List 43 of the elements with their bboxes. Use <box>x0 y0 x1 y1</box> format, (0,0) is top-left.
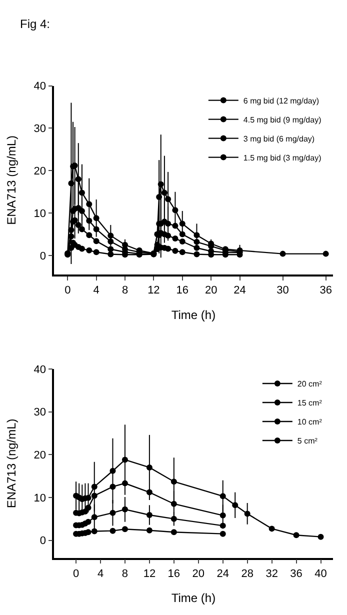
x-tick-label: 16 <box>176 284 189 297</box>
x-tick-label: 24 <box>234 284 246 297</box>
legend-label: 10 cm² <box>297 418 322 427</box>
x-tick-label: 20 <box>204 284 218 297</box>
legend-label: 6 mg bid (12 mg/day) <box>243 96 320 106</box>
legend-label: 1.5 mg bid (3 mg/day) <box>243 153 322 162</box>
x-tick-label: 36 <box>320 284 332 297</box>
x-tick-label: 24 <box>216 568 229 580</box>
x-tick-label: 28 <box>241 568 254 580</box>
x-tick-label: 12 <box>143 568 156 580</box>
x-axis-title: Time (h) <box>171 591 216 606</box>
chart-title: Fig 4: <box>20 17 50 31</box>
y-tick-label: 10 <box>34 492 46 504</box>
x-tick-label: 40 <box>314 568 327 580</box>
x-tick-label: 12 <box>148 284 160 297</box>
x-tick-label: 4 <box>97 568 104 580</box>
x-tick-label: 30 <box>276 284 289 297</box>
legend-label: 20 cm² <box>297 380 322 389</box>
x-axis-title: Time (h) <box>171 308 216 322</box>
x-tick-label: 36 <box>290 568 302 580</box>
y-tick-label: 40 <box>34 364 46 376</box>
x-tick-label: 16 <box>168 568 180 580</box>
y-tick-label: 30 <box>34 123 46 136</box>
x-tick-label: 0 <box>72 568 80 580</box>
x-tick-label: 8 <box>122 284 128 297</box>
legend-label: 3 mg bid (6 mg/day) <box>243 134 315 144</box>
x-tick-label: 0 <box>64 284 71 297</box>
y-tick-label: 20 <box>34 449 46 462</box>
y-tick-label: 0 <box>40 535 46 548</box>
legend-label: 4.5 mg bid (9 mg/day) <box>243 115 322 124</box>
x-tick-label: 32 <box>266 568 278 580</box>
y-axis-title: ENA713 (ng/mL) <box>4 418 19 508</box>
y-tick-label: 20 <box>34 166 46 178</box>
legend-label: 15 cm² <box>297 398 322 408</box>
x-tick-label: 8 <box>122 568 128 580</box>
x-tick-label: 20 <box>192 568 205 580</box>
legend-label: 5 cm² <box>297 436 318 446</box>
y-tick-label: 0 <box>40 250 46 262</box>
y-tick-label: 30 <box>34 406 46 419</box>
y-tick-label: 40 <box>34 80 46 93</box>
y-axis-title: ENA713 (ng/mL) <box>4 136 19 225</box>
x-tick-label: 4 <box>93 284 100 297</box>
y-tick-label: 10 <box>34 208 46 220</box>
